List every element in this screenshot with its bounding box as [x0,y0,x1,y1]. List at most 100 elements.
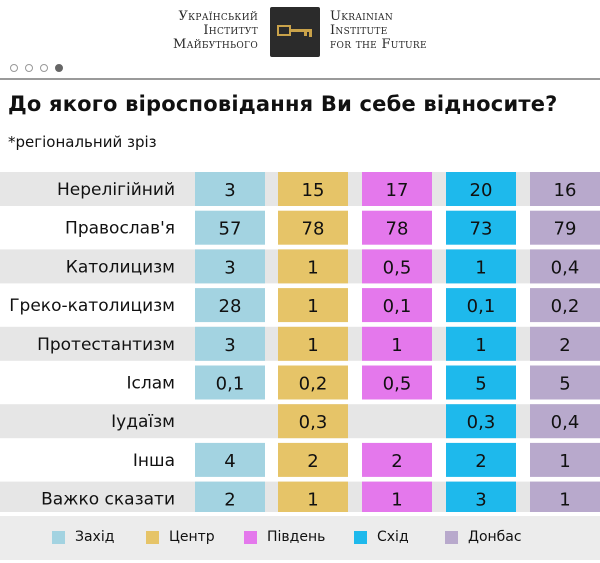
legend-swatch [146,530,159,544]
value-cell [195,249,265,284]
value-cell [278,481,348,512]
value-label: 57 [219,219,242,240]
value-cell [446,172,516,206]
value-label: 0,2 [551,296,580,317]
value-label: 1 [307,257,318,278]
value-cell [362,442,432,477]
pager-dot[interactable] [40,64,49,72]
value-cell [530,404,600,439]
value-cell [446,288,516,323]
value-cell [446,210,516,245]
row-label: Протестантизм [37,335,175,355]
value-cell [362,365,432,400]
value-label: 5 [475,374,486,395]
value-cell [446,365,516,400]
value-cell [195,210,265,245]
value-cell [362,172,432,206]
value-cell [446,404,516,439]
legend-item: Південь [244,529,325,545]
value-label: 0,3 [299,412,328,433]
legend-swatch [52,530,65,544]
value-cell [278,404,348,439]
brand-ua-line: Майбутнього [172,37,258,52]
pager-dot[interactable] [25,64,34,72]
value-label: 0,4 [551,257,580,278]
brand-ua-line: Український [178,9,258,24]
value-label: 0,5 [383,374,412,395]
value-label: 0,1 [216,374,245,395]
value-cell [195,481,265,512]
page-title: До якого віросповідання Ви себе відносит… [8,92,558,116]
value-label: 3 [224,180,235,201]
value-cell [362,326,432,361]
value-label: 78 [386,219,409,240]
value-cell [362,288,432,323]
row-label: Іудаїзм [111,412,175,432]
value-cell [530,481,600,512]
key-icon [270,7,320,57]
value-label: 20 [470,180,493,201]
value-label: 28 [219,296,242,317]
brand-name-ua: Український Інститут Майбутнього [173,10,258,52]
row-label: Важко сказати [41,490,175,510]
legend-label: Донбас [468,529,522,545]
value-label: 0,4 [551,412,580,433]
value-label: 0,2 [299,374,328,395]
value-cell [530,172,600,206]
value-cell [530,442,600,477]
value-label: 2 [224,490,235,511]
value-label: 0,1 [383,296,412,317]
value-label: 1 [307,490,318,511]
value-label: 78 [302,219,325,240]
row-label: Нерелігійний [57,180,175,200]
header: Український Інститут Майбутнього Ukraini… [0,0,600,62]
value-cell [530,249,600,284]
value-cell [446,326,516,361]
row-label: Греко-католицизм [9,296,175,316]
value-label: 0,5 [383,257,412,278]
value-label: 0,1 [467,296,496,317]
value-cell [530,288,600,323]
value-cell [530,365,600,400]
value-cell [446,249,516,284]
value-label: 5 [559,374,570,395]
value-cell [195,326,265,361]
value-label: 2 [307,451,318,472]
value-label: 1 [391,335,402,356]
value-cell [530,326,600,361]
value-cell [278,288,348,323]
brand-name-en: Ukrainian Institute for the Future [330,10,427,52]
row-label: Іслам [127,374,175,394]
value-label: 79 [554,219,577,240]
value-cell [278,249,348,284]
legend-item: Схід [354,529,409,545]
value-label: 0,3 [467,412,496,433]
value-label: 4 [224,451,235,472]
value-cell [278,365,348,400]
value-cell [195,442,265,477]
brand-en-line: for the Future [330,37,427,52]
value-cell [362,481,432,512]
row-label: Інша [133,451,175,471]
legend-label: Центр [169,529,215,545]
value-cell [195,172,265,206]
value-cell [530,210,600,245]
value-label: 1 [307,296,318,317]
legend-item: Донбас [445,529,522,545]
brand-en-line: Institute [330,23,388,38]
value-label: 3 [224,257,235,278]
value-cell [278,172,348,206]
divider [0,78,600,80]
pager-dot-active[interactable] [55,64,64,72]
value-label: 3 [475,490,486,511]
legend-item: Центр [146,529,215,545]
value-label: 1 [391,490,402,511]
value-label: 1 [475,335,486,356]
value-cell [278,442,348,477]
value-cell [362,210,432,245]
pager-dot[interactable] [10,64,18,72]
value-label: 16 [554,180,577,201]
value-label: 15 [302,180,325,201]
legend-swatch [354,530,367,544]
